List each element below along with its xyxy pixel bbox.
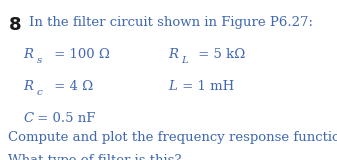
Text: = 100 Ω: = 100 Ω bbox=[50, 48, 110, 61]
Text: c: c bbox=[36, 88, 42, 97]
Text: L: L bbox=[181, 56, 188, 65]
Text: What type of filter is this?: What type of filter is this? bbox=[8, 154, 182, 160]
Text: In the filter circuit shown in Figure P6.27:: In the filter circuit shown in Figure P6… bbox=[29, 16, 313, 29]
Text: R: R bbox=[24, 48, 34, 61]
Text: = 5 kΩ: = 5 kΩ bbox=[194, 48, 246, 61]
Text: = 0.5 nF: = 0.5 nF bbox=[33, 112, 95, 125]
Text: = 4 Ω: = 4 Ω bbox=[50, 80, 93, 93]
Text: s: s bbox=[36, 56, 42, 65]
Text: 8: 8 bbox=[8, 16, 21, 34]
Text: R: R bbox=[168, 48, 179, 61]
Text: Compute and plot the frequency response function.: Compute and plot the frequency response … bbox=[8, 131, 337, 144]
Text: L: L bbox=[168, 80, 177, 93]
Text: = 1 mH: = 1 mH bbox=[178, 80, 234, 93]
Text: R: R bbox=[24, 80, 34, 93]
Text: C: C bbox=[24, 112, 34, 125]
